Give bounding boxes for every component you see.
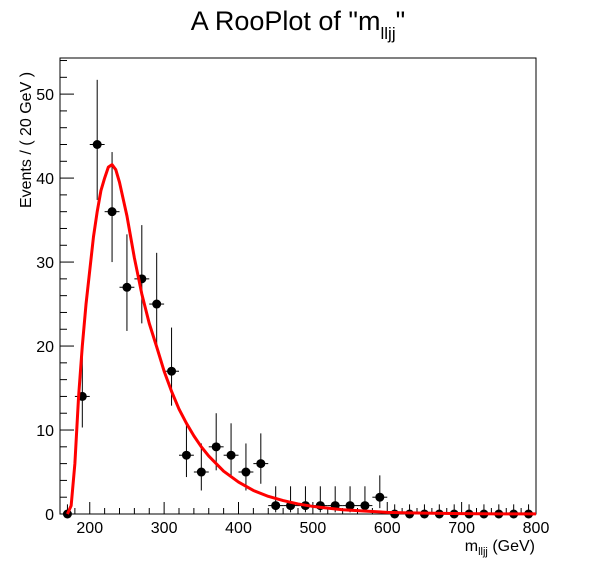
y-tick-label: 30	[36, 255, 54, 272]
data-point	[491, 504, 507, 519]
y-axis-title: Events / ( 20 GeV )	[18, 72, 35, 208]
data-point	[104, 152, 120, 263]
x-tick-label: 700	[448, 520, 475, 537]
x-tick-label: 800	[523, 520, 550, 537]
data-marker	[271, 501, 281, 511]
y-tick-label: 40	[36, 171, 54, 188]
data-point	[357, 486, 373, 513]
data-points	[60, 79, 536, 519]
data-marker	[211, 442, 221, 452]
data-marker	[196, 467, 206, 477]
data-marker	[107, 207, 117, 217]
chart-title-main: A RooPlot of "m	[191, 6, 381, 36]
tick-labels: 200 300 400 500 600 700 800 0 10 20 30 40 50	[36, 87, 549, 537]
y-tick-label: 50	[36, 87, 54, 104]
x-tick-label: 200	[76, 520, 103, 537]
y-tick-label: 0	[45, 507, 54, 524]
data-point	[372, 475, 388, 509]
x-axis-title-subscript: lljj	[478, 546, 488, 558]
data-point	[283, 486, 298, 513]
data-point	[149, 252, 165, 347]
data-marker	[360, 501, 370, 511]
y-tick-label: 10	[36, 423, 54, 440]
x-tick-label: 500	[300, 520, 327, 537]
data-point	[476, 504, 492, 519]
data-marker	[181, 450, 191, 460]
x-tick-label: 400	[225, 520, 252, 537]
data-marker	[167, 366, 177, 376]
data-point	[342, 486, 358, 513]
data-marker	[345, 501, 355, 511]
chart-title-close: "	[396, 6, 406, 36]
data-point	[238, 443, 254, 491]
data-marker	[241, 467, 251, 477]
data-point	[208, 413, 224, 471]
data-point	[506, 504, 522, 519]
data-marker	[226, 450, 236, 460]
x-tick-label: 600	[374, 520, 401, 537]
data-point	[446, 504, 462, 519]
data-marker	[122, 282, 132, 292]
data-point	[223, 423, 239, 478]
data-point	[521, 504, 536, 519]
data-point	[417, 504, 432, 519]
x-axis-title: mlljj (GeV)	[465, 538, 535, 558]
plot-frame	[59, 57, 537, 515]
data-point	[119, 234, 135, 331]
data-marker	[256, 459, 266, 469]
fit-curve	[66, 163, 537, 516]
x-axis-title-main: m	[465, 538, 478, 555]
data-point	[461, 504, 477, 519]
data-marker	[152, 299, 162, 309]
x-tick-label: 300	[151, 520, 178, 537]
data-point	[179, 423, 194, 478]
chart-title-subscript: lljj	[380, 24, 395, 43]
y-tick-label: 20	[36, 339, 54, 356]
chart-title: A RooPlot of "mlljj"	[191, 6, 405, 43]
data-point	[253, 433, 269, 484]
x-axis-title-unit: (GeV)	[488, 538, 535, 555]
data-marker	[375, 492, 385, 502]
data-marker	[92, 139, 102, 149]
data-point	[298, 486, 313, 513]
data-point	[193, 443, 209, 491]
axis-ticks	[59, 60, 537, 515]
data-point	[89, 79, 105, 200]
data-point	[431, 504, 447, 519]
